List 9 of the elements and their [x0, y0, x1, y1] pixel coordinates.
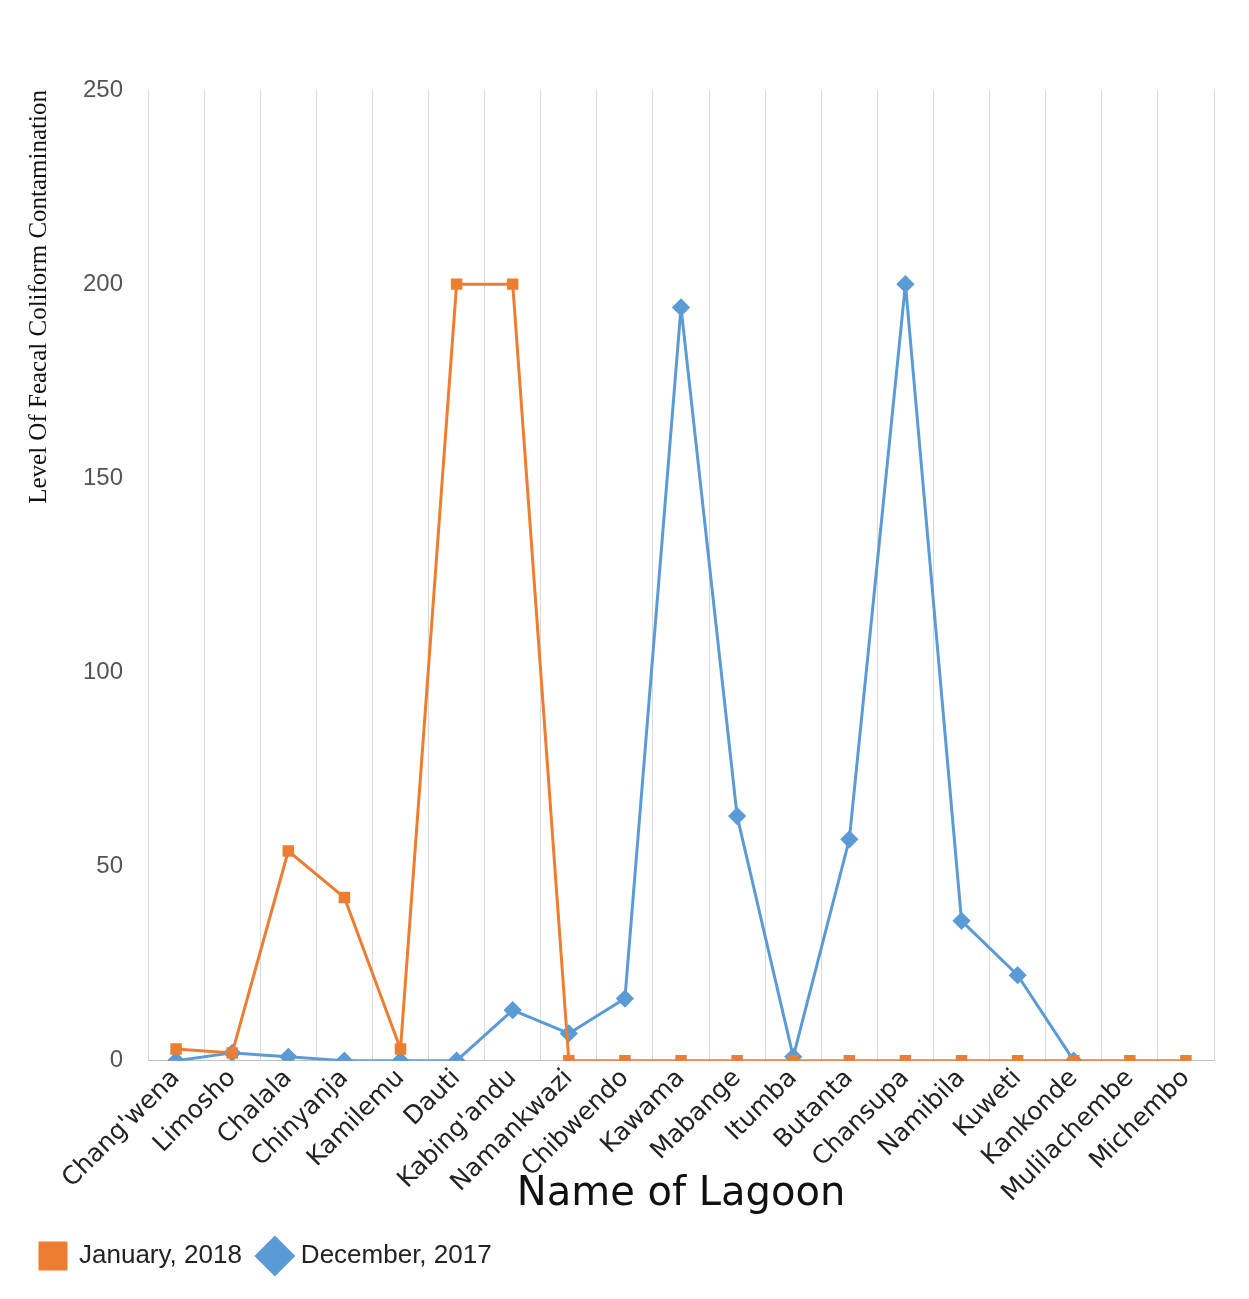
y-tick-label: 50: [96, 851, 124, 879]
y-tick-label: 250: [83, 74, 124, 102]
legend-label: January, 2018: [79, 1239, 242, 1270]
y-tick-label: 150: [83, 462, 124, 490]
y-tick-label: 100: [83, 657, 124, 685]
legend-label: December, 2017: [300, 1239, 492, 1270]
y-tick-label: 0: [109, 1045, 124, 1073]
y-axis-title: Level Of Feacal Coliform Contamination: [23, 89, 51, 504]
y-tick-label: 200: [83, 268, 124, 296]
